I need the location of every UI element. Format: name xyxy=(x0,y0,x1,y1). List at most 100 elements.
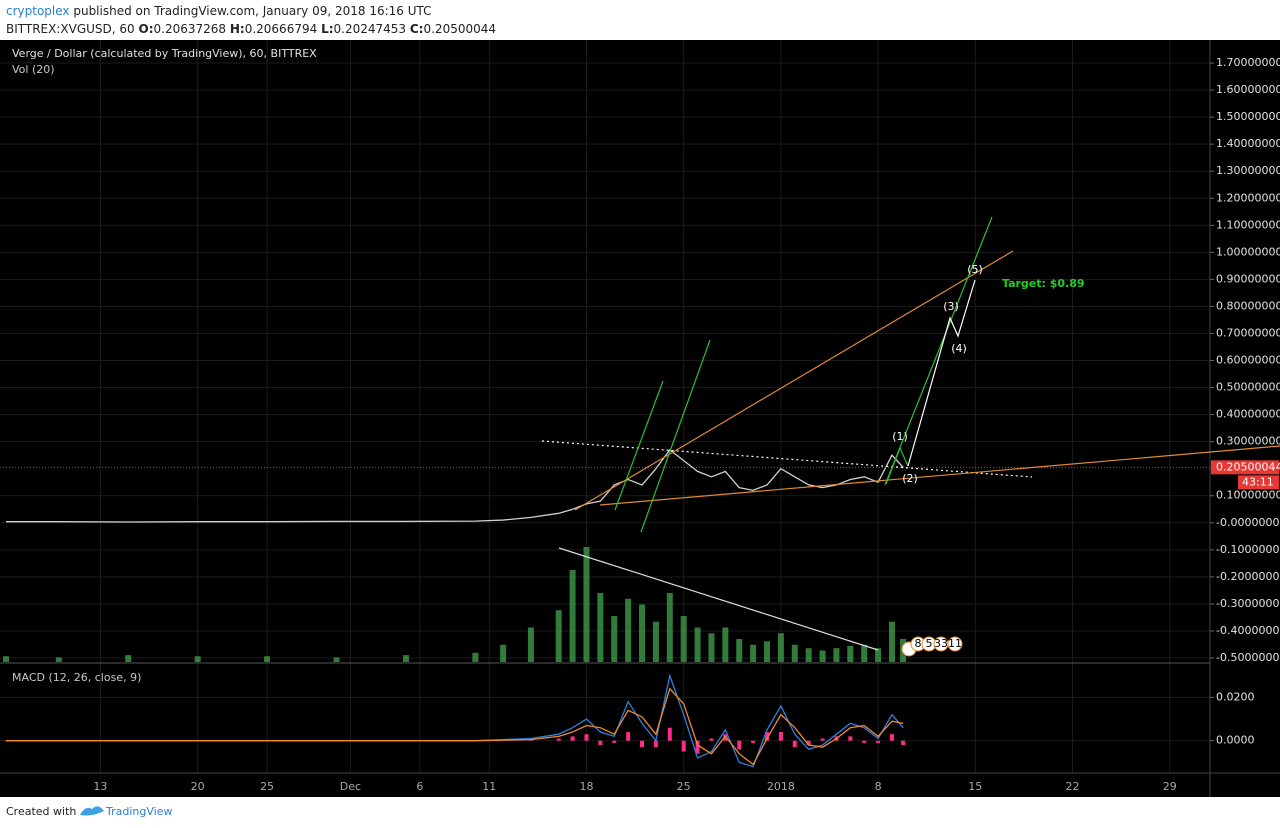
badge[interactable] xyxy=(947,636,963,652)
y-tick-label: -0.10000000 xyxy=(1216,543,1280,556)
y-tick-label: 1.30000000 xyxy=(1216,164,1280,177)
volume-bar xyxy=(500,644,507,662)
volume-bar xyxy=(875,648,882,662)
histogram-bar xyxy=(584,734,589,741)
histogram-bar xyxy=(667,727,672,741)
wave-path xyxy=(885,446,909,485)
macd-legend: MACD (12, 26, close, 9) xyxy=(12,671,141,684)
footer-text: Created with xyxy=(6,805,76,818)
chart-background xyxy=(0,40,1280,797)
y-tick-label: 1.00000000 xyxy=(1216,245,1280,258)
y-tick-label: 1.70000000 xyxy=(1216,56,1280,69)
x-tick-label: 15 xyxy=(968,780,982,793)
volume-bar xyxy=(764,641,771,662)
wave-label: (2) xyxy=(902,472,918,485)
volume-bar xyxy=(777,633,784,662)
ohlc-value: 0.20500044 xyxy=(423,22,496,36)
histogram-bar xyxy=(612,740,617,743)
grid xyxy=(0,40,1210,773)
badge-label: 11 xyxy=(948,637,962,650)
ohlc-label: L: xyxy=(321,22,333,36)
x-tick-label: 25 xyxy=(260,780,274,793)
histogram-bar xyxy=(820,738,825,741)
volume-bar xyxy=(583,547,590,662)
wave-labels: (1) (2) (3) (4) (5) xyxy=(892,263,983,485)
x-tick-label: 11 xyxy=(482,780,496,793)
countdown-label: 43:11 xyxy=(1242,475,1274,488)
wave-label: (4) xyxy=(951,342,967,355)
volume-bar xyxy=(847,645,854,662)
impulse-line xyxy=(614,380,664,511)
volume-bar xyxy=(888,621,895,662)
ohlc-label: C: xyxy=(410,22,424,36)
support-line xyxy=(599,445,1280,506)
y-tick-label: 0.30000000 xyxy=(1216,435,1280,448)
x-tick-label: 22 xyxy=(1066,780,1080,793)
y-tick-label: 0.10000000 xyxy=(1216,489,1280,502)
series-line xyxy=(6,673,904,768)
volume-bar xyxy=(472,652,479,662)
volume-bar xyxy=(694,627,701,662)
countdown-box xyxy=(1238,475,1279,490)
impulse-line xyxy=(884,216,993,486)
volume-bar xyxy=(3,656,9,662)
wave-path xyxy=(907,279,976,467)
volume-bar xyxy=(708,633,715,662)
series-line xyxy=(6,687,904,766)
histogram-bar xyxy=(876,740,881,743)
wave-label: (1) xyxy=(892,430,908,443)
volume-bar xyxy=(652,621,659,662)
ohlc-value: 0.20666794 xyxy=(245,22,318,36)
x-tick-label: 20 xyxy=(191,780,205,793)
histogram-bar xyxy=(640,740,645,748)
x-tick-label: 8 xyxy=(875,780,882,793)
histogram-bar xyxy=(598,740,603,746)
badge-label: 5 xyxy=(926,637,933,650)
histogram-bar xyxy=(653,740,658,748)
histogram-bar xyxy=(556,738,561,741)
y-tick-label: 1.20000000 xyxy=(1216,191,1280,204)
histogram-bar xyxy=(570,736,575,741)
volume-bar xyxy=(805,648,812,662)
y-tick-label: 1.10000000 xyxy=(1216,218,1280,231)
x-tick-label: 2018 xyxy=(767,780,795,793)
histogram-bar xyxy=(751,740,756,743)
series-line xyxy=(6,448,904,523)
header-line: cryptoplex published on TradingView.com,… xyxy=(6,4,432,18)
y-tick-label: 0.40000000 xyxy=(1216,408,1280,421)
y-tick-label: -0.50000000 xyxy=(1216,651,1280,664)
y-tick-label: 1.40000000 xyxy=(1216,137,1280,150)
volume-bar xyxy=(736,639,743,662)
y-tick-label: -0.40000000 xyxy=(1216,624,1280,637)
author[interactable]: cryptoplex xyxy=(6,4,70,18)
volume-bar xyxy=(333,657,340,662)
footer-brand[interactable]: TradingView xyxy=(105,805,172,818)
channel-line xyxy=(574,250,1014,511)
histogram-bar xyxy=(737,740,742,750)
wave-label: (3) xyxy=(943,300,959,313)
y-tick-label: 1.50000000 xyxy=(1216,110,1280,123)
histogram-bar xyxy=(695,740,700,754)
histogram-bar xyxy=(709,738,714,741)
y-tick-label: 0.0200 xyxy=(1216,690,1255,703)
volume-bar xyxy=(402,655,409,662)
x-tick-label: 29 xyxy=(1163,780,1177,793)
volume-bar xyxy=(861,644,868,662)
histogram-bar xyxy=(626,732,631,741)
histogram-bar xyxy=(765,732,770,741)
volume-bar xyxy=(722,627,729,662)
x-tick-label: Dec xyxy=(340,780,361,793)
ohlc-label: H: xyxy=(230,22,245,36)
last-price-box xyxy=(1211,460,1279,475)
histogram-bar xyxy=(792,740,797,748)
y-tick-label: 1.60000000 xyxy=(1216,83,1280,96)
histogram-bar xyxy=(723,734,728,741)
published: published on TradingView.com, January 09… xyxy=(70,4,432,18)
histogram-bar xyxy=(848,736,853,741)
symbol-line: BITTREX:XVGUSD, 60 O:0.20637268 H:0.2066… xyxy=(6,22,496,36)
volume-trend-line xyxy=(558,547,879,651)
chart-title: Verge / Dollar (calculated by TradingVie… xyxy=(12,47,317,60)
volume-legend: Vol (20) xyxy=(12,63,55,76)
logo xyxy=(80,806,104,816)
